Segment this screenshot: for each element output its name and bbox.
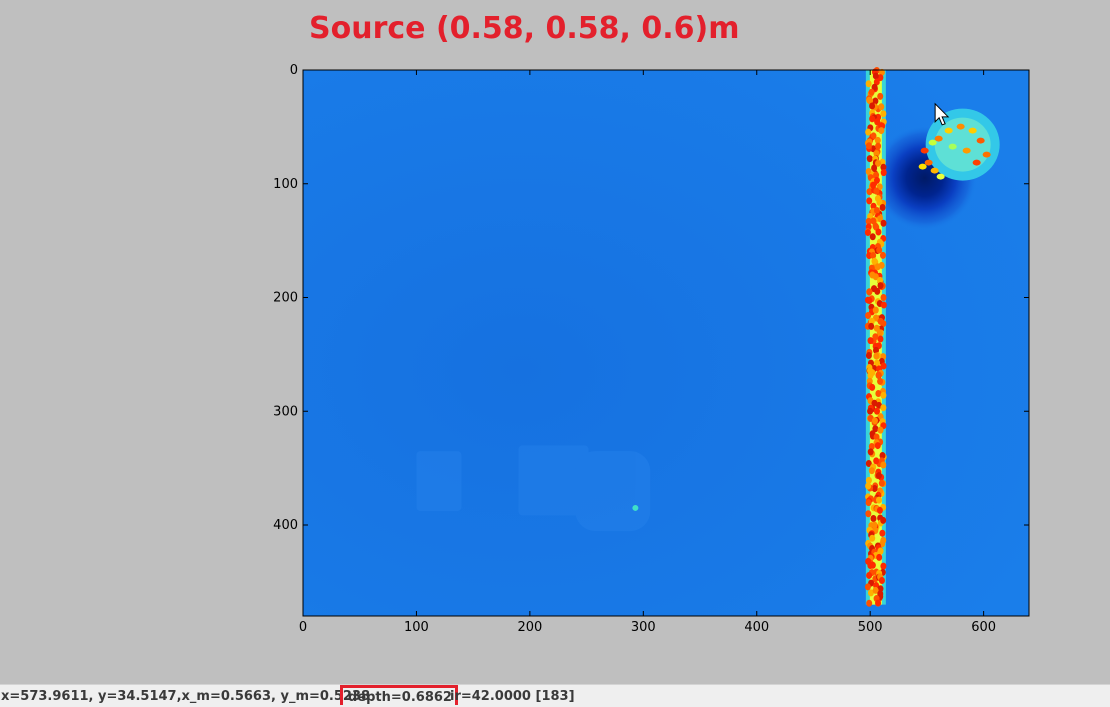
faint-background-structures — [416, 445, 651, 532]
ir-readout: ir=42.0000 [183] — [450, 689, 575, 704]
x-tick-label: 600 — [971, 620, 996, 635]
x-tick-label: 400 — [744, 620, 769, 635]
x-tick-label: 100 — [404, 620, 429, 635]
x-tick-label: 0 — [299, 620, 307, 635]
y-tick-label: 100 — [273, 177, 298, 192]
y-tick-label: 400 — [273, 518, 298, 533]
y-tick-label: 200 — [273, 291, 298, 306]
x-tick-label: 200 — [517, 620, 542, 635]
y-tick-label: 0 — [290, 63, 298, 78]
bright-disc — [918, 108, 1000, 181]
depth-readout: depth=0.6862 — [340, 685, 458, 705]
x-tick-label: 500 — [858, 620, 883, 635]
x-tick-label: 300 — [631, 620, 656, 635]
heatmap-plot[interactable]: 0 100 200 300 400 500 600 0 100 200 300 400 — [0, 0, 1110, 684]
figure-title: Source (0.58, 0.58, 0.6)m — [309, 11, 740, 46]
arrow-cursor-icon — [934, 102, 950, 126]
y-tick-label: 300 — [273, 404, 298, 419]
plot-frame — [302, 69, 1030, 617]
cursor-coordinates: x=573.9611, y=34.5147,x_m=0.5663, y_m=0.… — [1, 689, 371, 704]
status-bar: x=573.9611, y=34.5147,x_m=0.5663, y_m=0.… — [0, 684, 1110, 707]
vertical-stripe — [864, 66, 887, 607]
